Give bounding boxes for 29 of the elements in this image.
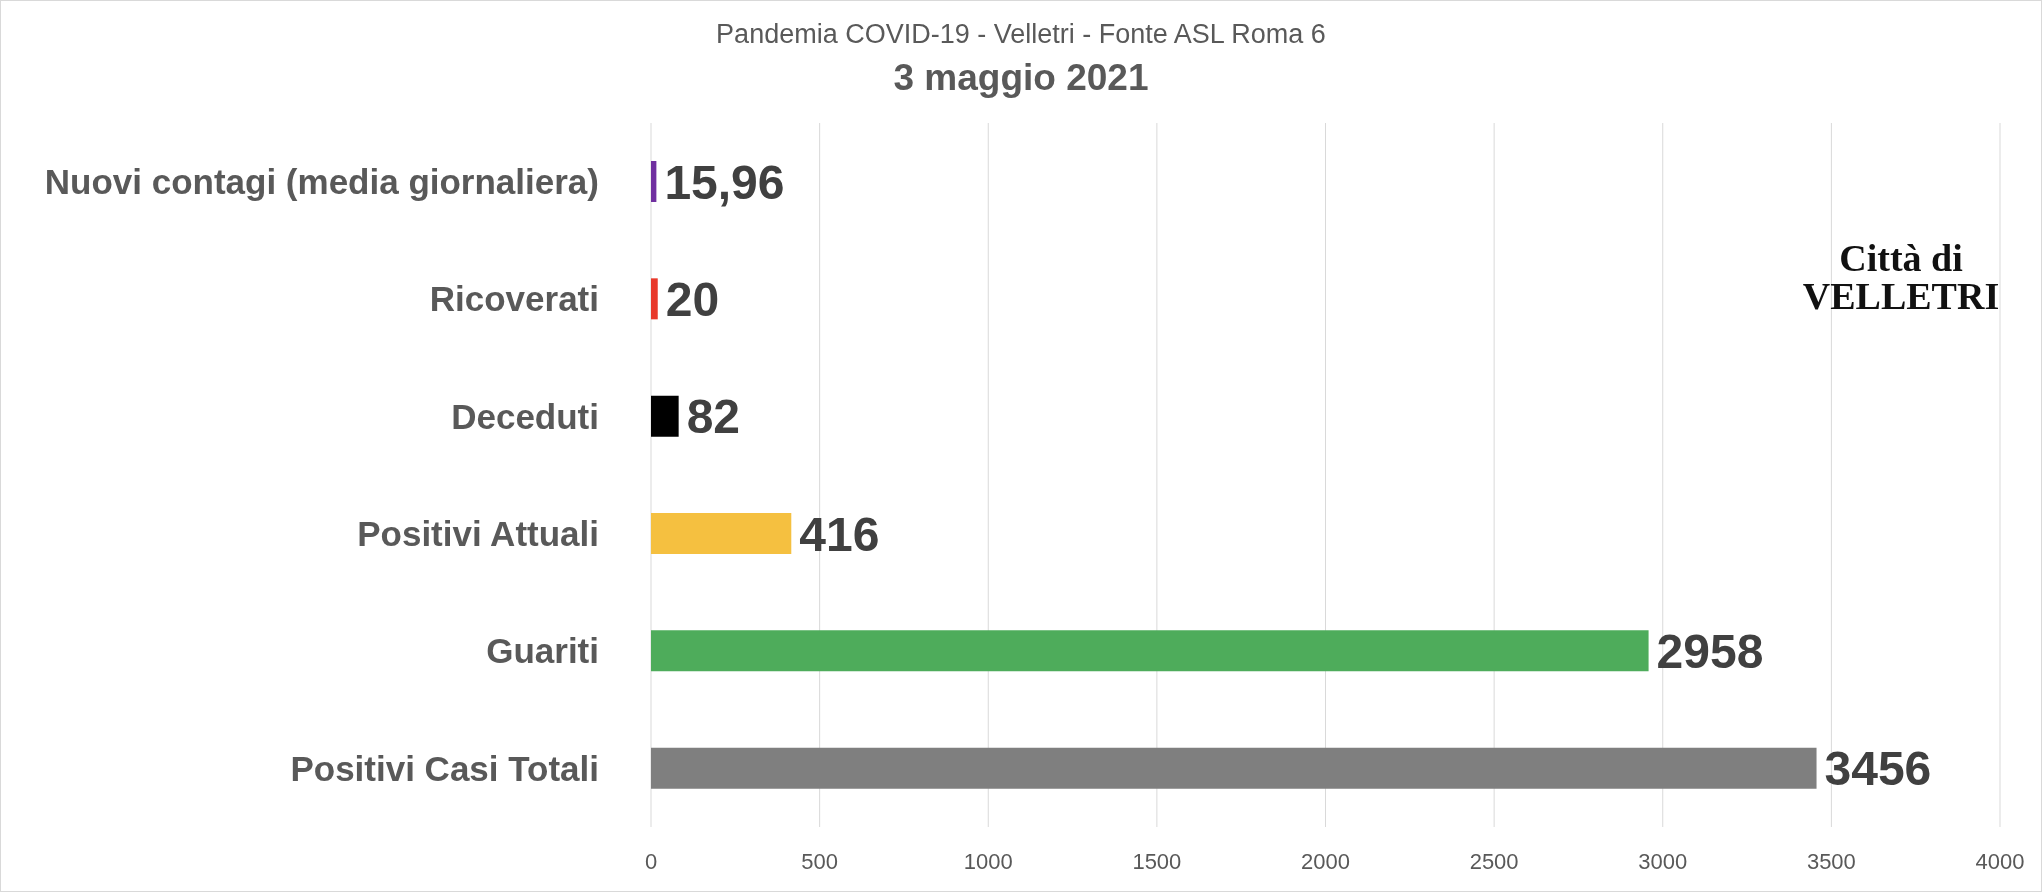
x-tick-label: 0 xyxy=(644,848,658,874)
bar xyxy=(651,630,1649,672)
data-label: 2958 xyxy=(1656,624,1764,678)
x-tick-label: 500 xyxy=(801,848,838,874)
data-label: 15,96 xyxy=(664,155,785,209)
x-tick-label: 1000 xyxy=(963,848,1013,874)
bar xyxy=(651,747,1817,789)
x-tick-label: 4000 xyxy=(1975,848,2025,874)
y-tick-label: Positivi Attuali xyxy=(357,514,599,554)
y-tick-label: Positivi Casi Totali xyxy=(290,748,599,788)
y-tick-label: Guariti xyxy=(486,631,599,671)
bar xyxy=(651,395,679,437)
x-tick-label: 3000 xyxy=(1638,848,1688,874)
data-label: 3456 xyxy=(1824,742,1932,796)
y-tick-label: Ricoverati xyxy=(429,279,599,319)
bar xyxy=(651,161,657,202)
x-tick-label: 1500 xyxy=(1132,848,1182,874)
bar xyxy=(651,278,658,320)
data-label: 20 xyxy=(665,272,720,326)
x-tick-label: 3500 xyxy=(1806,848,1856,874)
chart-title: Pandemia COVID-19 - Velletri - Fonte ASL Roma 6 xyxy=(715,19,1327,49)
x-tick-label: 2000 xyxy=(1301,848,1350,874)
data-label: 416 xyxy=(799,507,880,561)
y-tick-label: Nuovi contagi (media giornaliera) xyxy=(44,162,599,202)
y-tick-label: Deceduti xyxy=(451,396,599,436)
data-label: 82 xyxy=(686,390,741,444)
x-tick-label: 2500 xyxy=(1469,848,1519,874)
bar xyxy=(651,513,792,554)
chart-subtitle: 3 maggio 2021 xyxy=(892,57,1150,99)
